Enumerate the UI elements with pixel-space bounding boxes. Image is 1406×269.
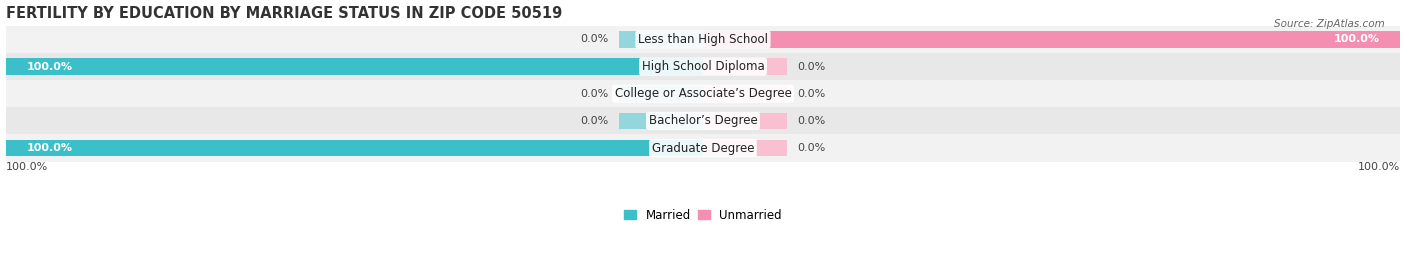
- Text: 100.0%: 100.0%: [27, 143, 73, 153]
- Bar: [6, 140, 703, 156]
- Text: 100.0%: 100.0%: [1358, 162, 1400, 172]
- Text: FERTILITY BY EDUCATION BY MARRIAGE STATUS IN ZIP CODE 50519: FERTILITY BY EDUCATION BY MARRIAGE STATU…: [6, 6, 562, 20]
- Text: College or Associate’s Degree: College or Associate’s Degree: [614, 87, 792, 100]
- Text: 0.0%: 0.0%: [581, 116, 609, 126]
- Text: 0.0%: 0.0%: [797, 116, 825, 126]
- Bar: [6, 26, 1400, 53]
- Text: Bachelor’s Degree: Bachelor’s Degree: [648, 114, 758, 128]
- Bar: [6, 58, 703, 75]
- Text: 0.0%: 0.0%: [581, 34, 609, 44]
- Bar: [619, 86, 703, 102]
- Bar: [619, 140, 703, 156]
- Bar: [703, 86, 787, 102]
- Text: 100.0%: 100.0%: [6, 162, 48, 172]
- Text: Source: ZipAtlas.com: Source: ZipAtlas.com: [1274, 19, 1385, 29]
- Text: Less than High School: Less than High School: [638, 33, 768, 46]
- Bar: [619, 113, 703, 129]
- Text: 0.0%: 0.0%: [797, 143, 825, 153]
- Text: 0.0%: 0.0%: [797, 89, 825, 99]
- Bar: [619, 31, 703, 48]
- Text: Graduate Degree: Graduate Degree: [652, 141, 754, 155]
- Text: High School Diploma: High School Diploma: [641, 60, 765, 73]
- Bar: [703, 31, 787, 48]
- Legend: Married, Unmarried: Married, Unmarried: [620, 204, 786, 226]
- Bar: [6, 134, 1400, 162]
- Bar: [703, 31, 1400, 48]
- Bar: [703, 140, 787, 156]
- Bar: [6, 107, 1400, 134]
- Bar: [6, 80, 1400, 107]
- Text: 100.0%: 100.0%: [1333, 34, 1379, 44]
- Bar: [703, 58, 787, 75]
- Text: 0.0%: 0.0%: [581, 89, 609, 99]
- Bar: [6, 53, 1400, 80]
- Text: 100.0%: 100.0%: [27, 62, 73, 72]
- Text: 0.0%: 0.0%: [797, 62, 825, 72]
- Bar: [703, 113, 787, 129]
- Bar: [619, 58, 703, 75]
